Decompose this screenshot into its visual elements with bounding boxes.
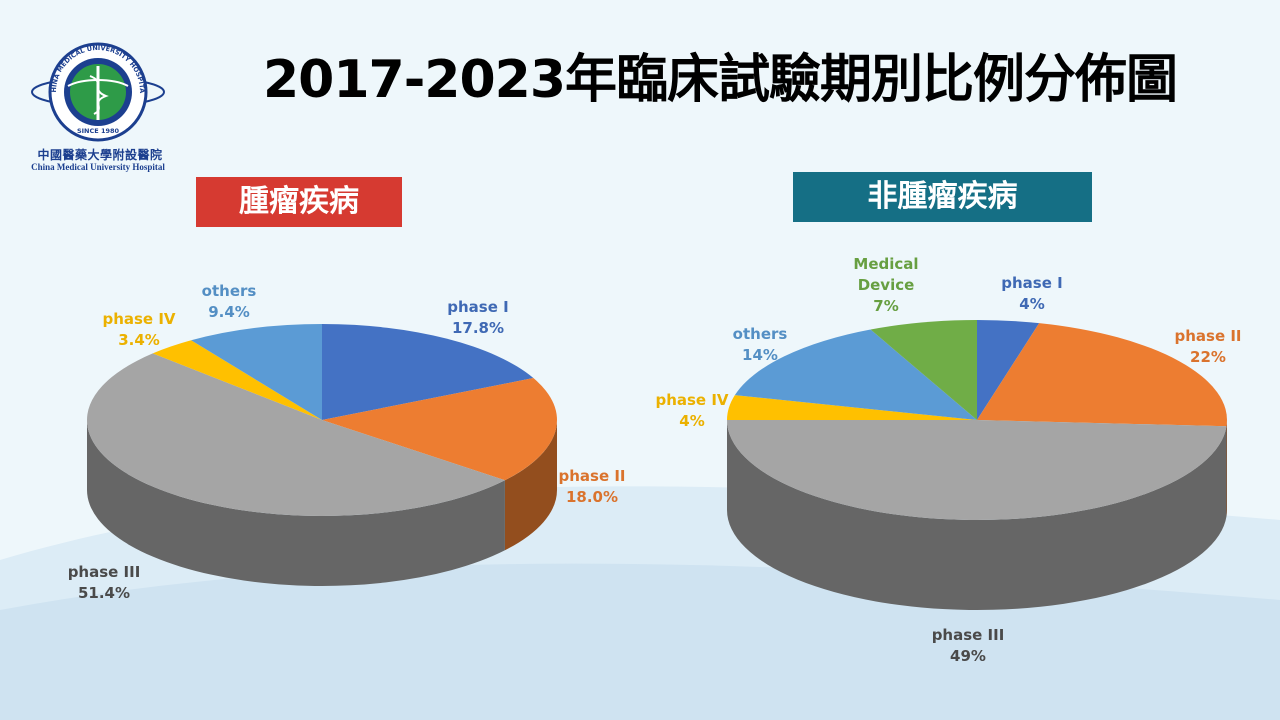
slice-phase-iii [727, 420, 1227, 521]
label-name: Device [858, 276, 915, 294]
label-value: 17.8% [452, 319, 504, 337]
label-value: 9.4% [208, 303, 250, 321]
slice-others [734, 329, 977, 420]
label-value: 4% [1019, 295, 1044, 313]
label-name: Medical [853, 255, 918, 273]
label-value: 18.0% [566, 488, 618, 506]
label-name: phase IV [655, 391, 728, 409]
label-value: 4% [679, 412, 704, 430]
label-phase-iii: phase III 51.4% [68, 563, 141, 602]
pie-top [86, 324, 557, 517]
label-name: phase III [932, 626, 1005, 644]
label-value: 49% [950, 647, 986, 665]
slice-others [191, 324, 322, 420]
logo-since-text: SINCE 1980 [77, 127, 120, 135]
label-value: 7% [873, 297, 898, 315]
label-name: others [202, 282, 257, 300]
label-value: 3.4% [118, 331, 160, 349]
pie-sides [87, 420, 557, 586]
side-phase-iii [87, 420, 505, 586]
label-phase-iii: phase III 49% [932, 626, 1005, 665]
label-name: phase II [1174, 327, 1241, 345]
label-value: 14% [742, 346, 778, 364]
slice-phase-i [322, 324, 534, 420]
pie-top [727, 320, 1227, 521]
pie-chart-1: phase I 17.8%phase II 18.0%phase III 51.4%p… [68, 282, 626, 602]
side-phase-iii [727, 420, 1227, 611]
page-title: 2017-2023年臨床試驗期別比例分佈圖 [262, 50, 1178, 110]
label-name: others [733, 325, 788, 343]
slice-phase-iv [727, 395, 977, 420]
non-tumor-badge: 非腫瘤疾病 [793, 172, 1092, 222]
label-value: 51.4% [78, 584, 130, 602]
label-value: 22% [1190, 348, 1226, 366]
label-name: phase II [558, 467, 625, 485]
label-name: phase I [447, 298, 508, 316]
label-phase-i: phase I 4% [1001, 274, 1062, 313]
hospital-logo: CHINA MEDICAL UNIVERSITY HOSPITAL SINCE … [28, 40, 165, 142]
label-others: others 9.4% [202, 282, 257, 321]
label-name: phase I [1001, 274, 1062, 292]
slice-phase-iv [152, 340, 322, 420]
label-medical-device: Medical Device 7% [853, 255, 918, 315]
slice-phase-ii [322, 378, 557, 481]
slice-medical-device [870, 320, 977, 420]
pie-chart-2: phase I 4% phase II 22% phase III 49% phase IV… [655, 255, 1241, 665]
logo-cn-name: 中國醫藥大學附設醫院 [37, 148, 163, 162]
label-name: phase IV [102, 310, 175, 328]
label-phase-iv: phase IV 3.4% [102, 310, 175, 349]
slice-phase-iii [86, 353, 505, 517]
label-name: phase III [68, 563, 141, 581]
side-phase-ii [504, 420, 557, 551]
slice-phase-ii [977, 323, 1227, 427]
label-others: others 14% [733, 325, 788, 364]
tumor-badge: 腫瘤疾病 [196, 177, 402, 227]
label-phase-i: phase I 17.8% [447, 298, 508, 337]
label-phase-ii: phase II 18.0% [558, 467, 625, 506]
slice-phase-i [977, 320, 1040, 420]
pie-sides [727, 420, 1227, 611]
label-phase-iv: phase IV 4% [655, 391, 728, 430]
label-phase-ii: phase II 22% [1174, 327, 1241, 366]
logo-en-name: China Medical University Hospital [31, 162, 165, 172]
